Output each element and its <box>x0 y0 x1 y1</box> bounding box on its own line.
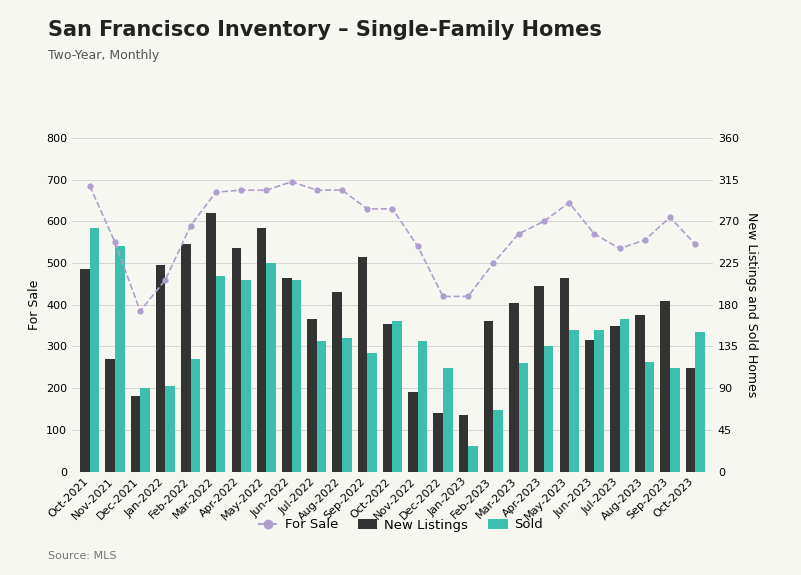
Bar <box>317 341 326 471</box>
Bar <box>518 363 528 471</box>
Bar <box>660 301 670 472</box>
Bar <box>670 368 679 471</box>
Bar <box>115 246 125 472</box>
Bar <box>292 280 301 471</box>
Bar <box>392 321 402 471</box>
Bar <box>282 278 292 471</box>
Bar <box>332 292 342 472</box>
Bar <box>468 446 477 471</box>
Bar <box>80 269 90 472</box>
Bar <box>645 362 654 472</box>
Bar <box>409 392 417 472</box>
Y-axis label: For Sale: For Sale <box>27 279 41 330</box>
Bar <box>90 228 99 472</box>
Bar <box>585 340 594 472</box>
Bar <box>191 359 200 472</box>
Bar <box>509 302 518 471</box>
Bar <box>156 265 166 471</box>
Bar <box>635 315 645 472</box>
Bar <box>610 325 619 472</box>
Bar <box>216 275 225 472</box>
Y-axis label: New Listings and Sold Homes: New Listings and Sold Homes <box>745 212 758 397</box>
Bar <box>257 228 267 472</box>
Bar <box>534 286 544 471</box>
Bar <box>619 319 629 471</box>
Bar <box>231 248 241 472</box>
Bar <box>207 213 216 471</box>
Text: San Francisco Inventory – Single-Family Homes: San Francisco Inventory – Single-Family … <box>48 20 602 40</box>
Bar <box>181 244 191 472</box>
Legend: For Sale, New Listings, Sold: For Sale, New Listings, Sold <box>253 513 548 537</box>
Bar <box>342 338 352 471</box>
Bar <box>368 352 376 471</box>
Text: Source: MLS: Source: MLS <box>48 551 117 561</box>
Bar <box>433 413 443 471</box>
Bar <box>383 324 392 472</box>
Bar <box>695 332 705 472</box>
Bar <box>241 280 251 471</box>
Bar <box>686 368 695 471</box>
Bar <box>131 397 140 471</box>
Text: Two-Year, Monthly: Two-Year, Monthly <box>48 49 159 62</box>
Bar <box>140 388 150 471</box>
Bar <box>560 278 569 471</box>
Bar <box>417 341 427 471</box>
Bar <box>594 329 604 472</box>
Bar <box>106 359 115 472</box>
Bar <box>484 321 493 471</box>
Bar <box>358 257 368 471</box>
Bar <box>166 386 175 472</box>
Bar <box>493 410 503 471</box>
Bar <box>308 319 317 471</box>
Bar <box>459 415 468 471</box>
Bar <box>544 346 553 471</box>
Bar <box>267 263 276 472</box>
Bar <box>443 368 453 471</box>
Bar <box>569 329 578 472</box>
